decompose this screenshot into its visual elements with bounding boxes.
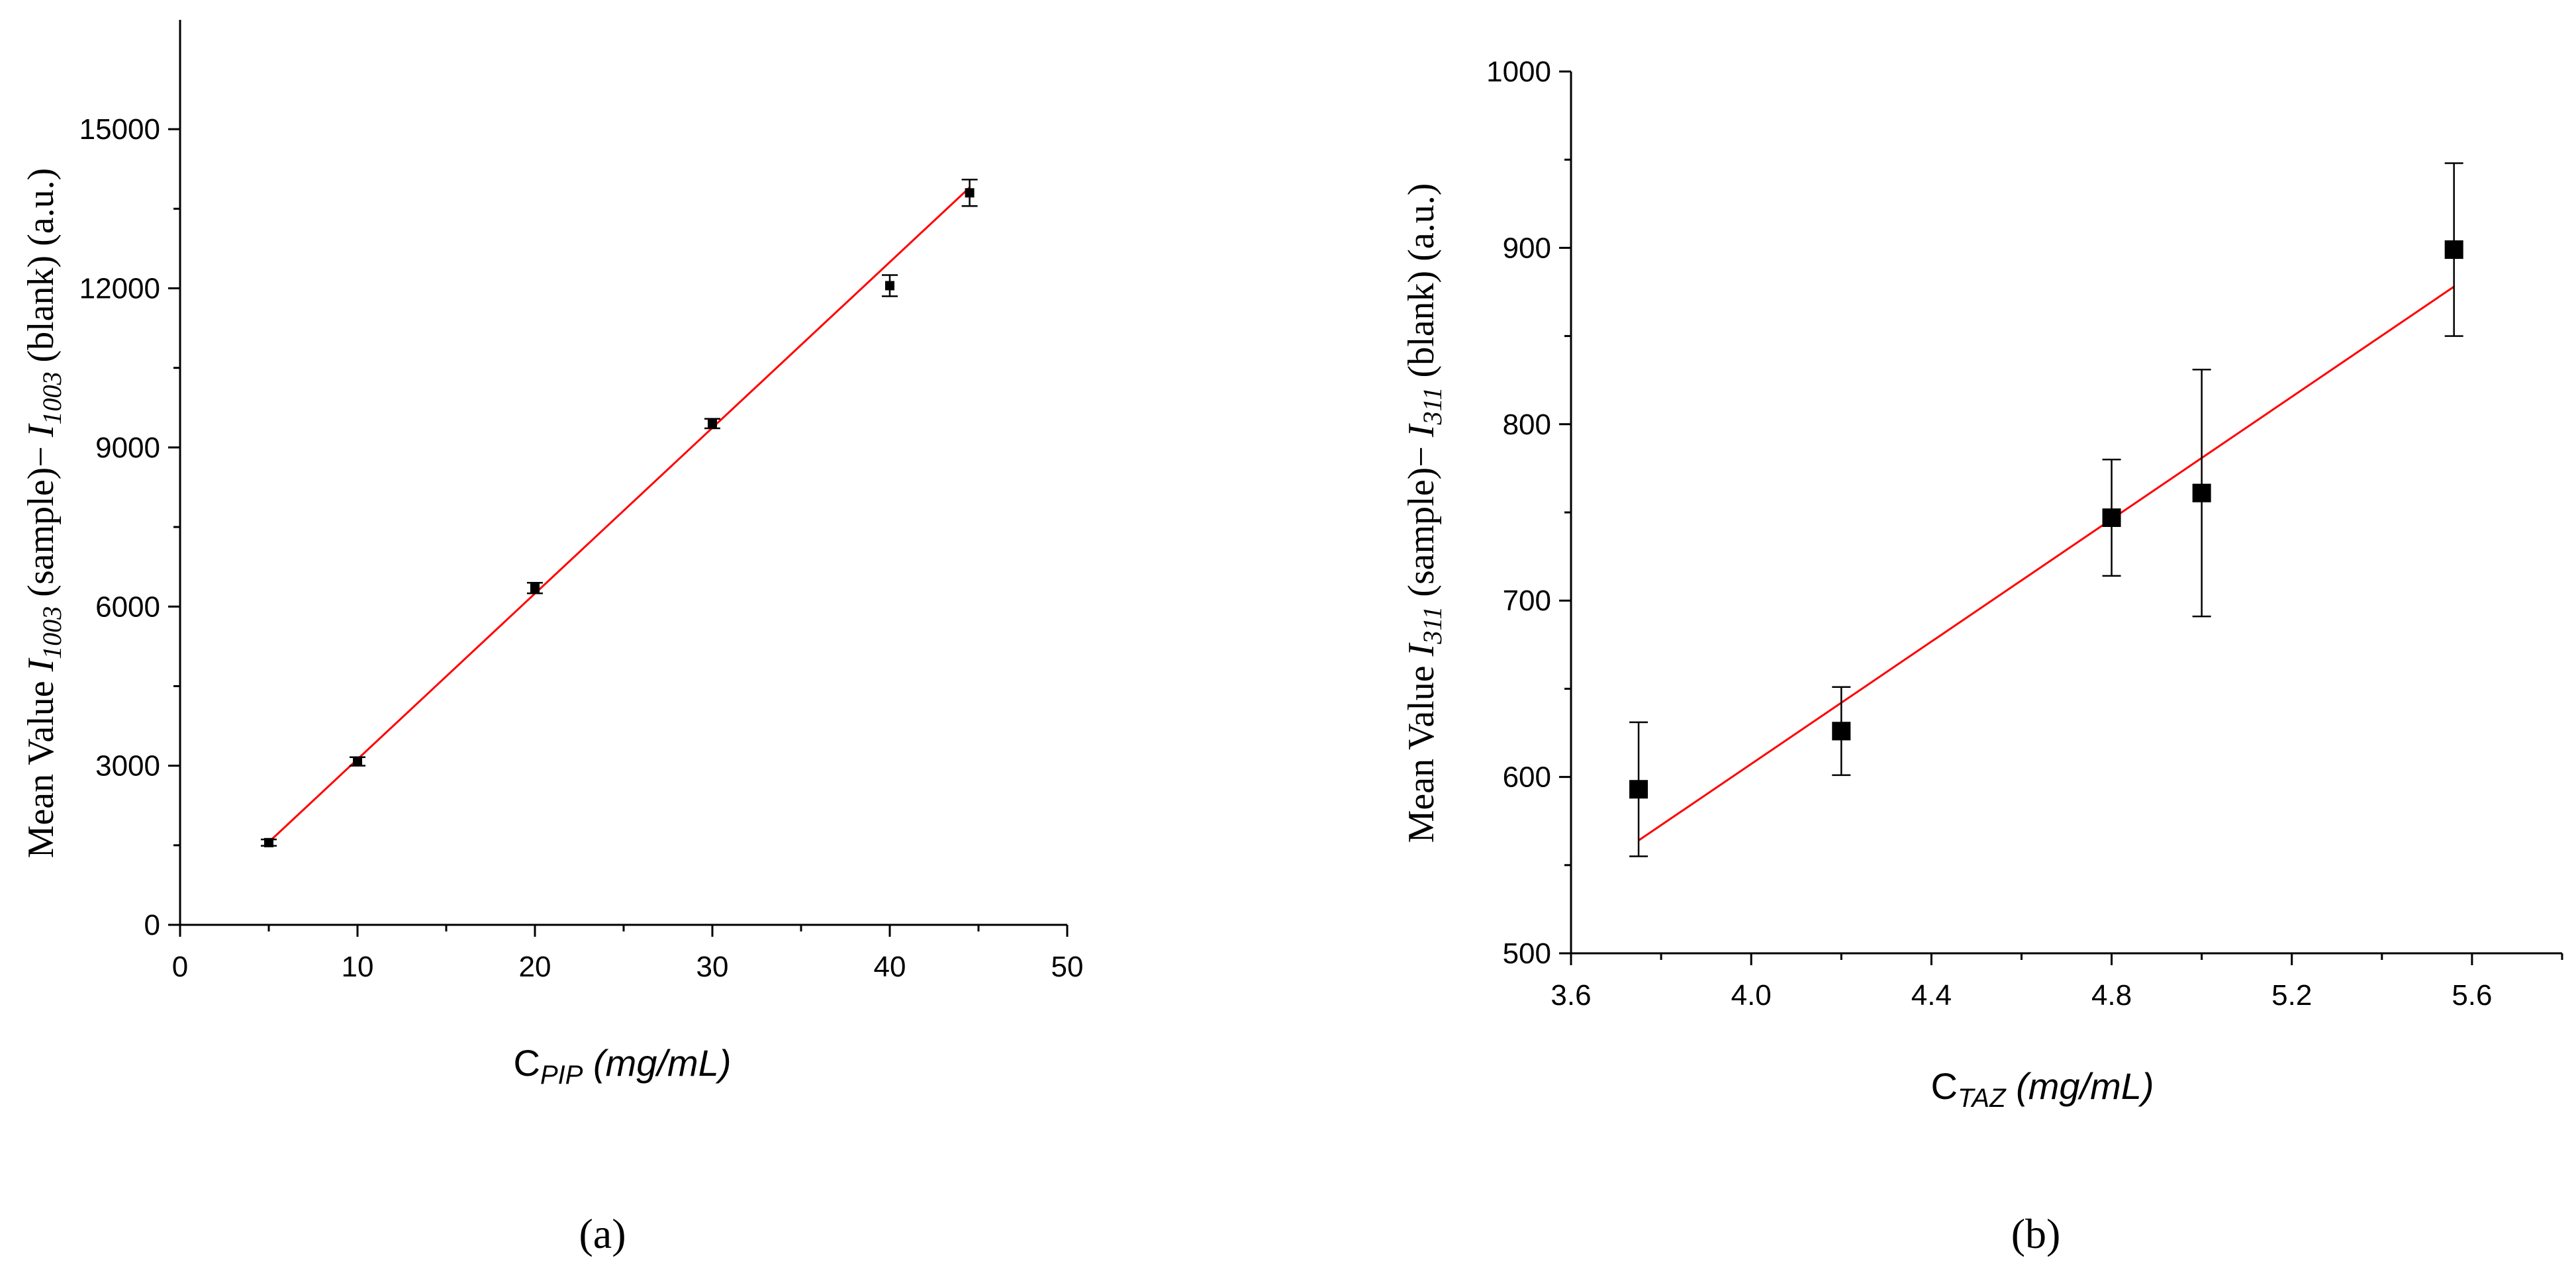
x-tick-label: 4.8 xyxy=(2091,979,2132,1012)
fit-line xyxy=(1638,285,2455,841)
y-tick-label: 12000 xyxy=(79,273,160,305)
x-tick-label: 40 xyxy=(874,951,906,983)
chart-panel-a: 0 10 20 30 40 50 0 3000 6000 9000 12000 15000 Mean… xyxy=(21,20,1083,1257)
data-point xyxy=(2192,483,2211,502)
x-tick-label: 0 xyxy=(172,951,188,983)
data-point xyxy=(2444,240,2463,260)
y-tick-label: 15000 xyxy=(79,113,160,146)
y-axis-ticks xyxy=(1559,70,1571,955)
fit-line xyxy=(267,187,971,843)
x-tick-label: 50 xyxy=(1051,951,1084,983)
data-point xyxy=(885,281,894,291)
y-tick-label: 1000 xyxy=(1486,56,1551,88)
x-tick-label: 5.6 xyxy=(2452,979,2492,1012)
data-point xyxy=(530,583,540,593)
y-tick-label: 900 xyxy=(1503,232,1551,264)
y-tick-label: 700 xyxy=(1503,585,1551,617)
x-axis-title: CPIP (mg/mL) xyxy=(514,1042,732,1090)
y-tick-label: 800 xyxy=(1503,408,1551,441)
x-tick-label: 20 xyxy=(519,951,551,983)
x-axis-ticks xyxy=(179,925,1069,937)
data-point xyxy=(264,837,273,847)
y-axis-title: Mean Value I1003 (sample)− I1003 (blank)… xyxy=(21,168,67,859)
x-tick-label: 30 xyxy=(696,951,729,983)
error-bars xyxy=(1629,162,2463,857)
regression-line xyxy=(267,187,971,843)
data-point xyxy=(353,757,362,767)
x-axis-title: CTAZ (mg/mL) xyxy=(1931,1065,2154,1113)
data-point xyxy=(2102,508,2121,527)
y-tick-label: 600 xyxy=(1503,761,1551,794)
y-axis-title: Mean Value I311 (sample)− I311 (blank) (… xyxy=(1401,183,1447,843)
x-tick-labels: 3.6 4.0 4.4 4.8 5.2 5.6 xyxy=(1550,979,2492,1012)
x-tick-labels: 0 10 20 30 40 50 xyxy=(172,951,1084,983)
y-tick-label: 500 xyxy=(1503,937,1551,970)
x-tick-label: 5.2 xyxy=(2271,979,2312,1012)
y-tick-labels: 500 600 700 800 900 1000 xyxy=(1486,56,1551,970)
x-axis-ticks xyxy=(1570,953,2563,965)
data-point xyxy=(965,188,975,198)
y-tick-label: 6000 xyxy=(95,591,160,623)
y-tick-label: 0 xyxy=(144,909,160,941)
x-tick-label: 4.4 xyxy=(1911,979,1952,1012)
x-tick-label: 3.6 xyxy=(1550,979,1591,1012)
data-points xyxy=(264,188,975,847)
data-point xyxy=(1832,722,1851,741)
panel-label-a: (a) xyxy=(579,1210,626,1257)
x-tick-label: 4.0 xyxy=(1731,979,1772,1012)
x-tick-label: 10 xyxy=(342,951,374,983)
chart-panel-b: 3.6 4.0 4.4 4.8 5.2 5.6 500 600 700 800 900 1000 M… xyxy=(1401,56,2563,1257)
data-points xyxy=(1629,240,2463,799)
data-point xyxy=(1629,780,1648,799)
regression-line xyxy=(1638,285,2455,841)
y-tick-labels: 0 3000 6000 9000 12000 15000 xyxy=(79,113,160,941)
y-tick-label: 9000 xyxy=(95,432,160,464)
panel-label-b: (b) xyxy=(2011,1210,2061,1257)
data-point xyxy=(708,418,717,428)
y-tick-label: 3000 xyxy=(95,750,160,783)
y-axis-ticks xyxy=(168,128,180,926)
